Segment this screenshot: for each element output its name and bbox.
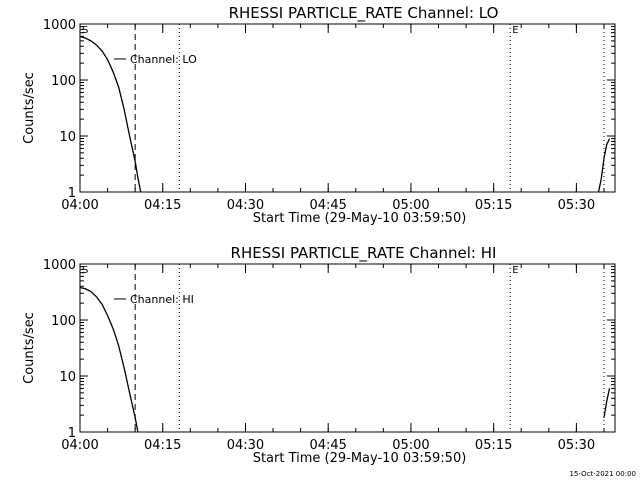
y-tick-label: 10 (59, 370, 76, 385)
y-tick-label: 1 (68, 186, 76, 201)
series-line (603, 388, 611, 418)
x-tick-label: 04:00 (61, 438, 98, 453)
series-line (79, 286, 139, 433)
x-tick-label: 04:00 (61, 198, 98, 213)
x-tick-label: 05:30 (558, 438, 595, 453)
chart-title: RHESSI PARTICLE_RATE Channel: HI (231, 244, 497, 263)
chart-panel-1: RHESSI PARTICLE_RATE Channel: LO 1 10 100 10… (22, 4, 616, 226)
legend-label: Channel: LO (130, 53, 197, 66)
y-tick-label: 100 (51, 314, 76, 329)
x-tick-label: 04:45 (309, 198, 346, 213)
x-tick-label: 04:15 (144, 198, 181, 213)
x-tick-label: 04:30 (227, 198, 264, 213)
x-tick-label: 04:15 (144, 438, 181, 453)
marker-label: S (82, 265, 88, 276)
y-axis-label: Counts/sec (22, 72, 37, 144)
chart-title: RHESSI PARTICLE_RATE Channel: LO (229, 4, 499, 23)
series-line (79, 35, 142, 193)
x-axis-label: Start Time (29-May-10 03:59:50) (253, 451, 467, 466)
chart-panel-2: RHESSI PARTICLE_RATE Channel: HI 1 10 100 10… (22, 244, 616, 466)
x-tick-label: 04:45 (309, 438, 346, 453)
x-tick-label: 05:15 (475, 198, 512, 213)
plot-frame (79, 23, 616, 193)
x-tick-label: 04:30 (227, 438, 264, 453)
marker-label: E (512, 25, 518, 36)
x-tick-label: 05:00 (392, 198, 429, 213)
x-axis-label: Start Time (29-May-10 03:59:50) (253, 211, 467, 226)
x-tick-label: 05:15 (475, 438, 512, 453)
y-tick-label: 100 (51, 74, 76, 89)
y-axis-label: Counts/sec (22, 312, 37, 384)
plot-frame (79, 263, 616, 433)
series-line (597, 138, 611, 193)
y-tick-label: 1000 (43, 258, 76, 273)
legend-label: Channel: HI (130, 293, 194, 306)
y-tick-label: 1 (68, 426, 76, 441)
footer-timestamp: 15-Oct-2021 00:00 (569, 470, 636, 478)
marker-label: S (82, 25, 88, 36)
y-tick-label: 10 (59, 130, 76, 145)
x-tick-label: 05:30 (558, 198, 595, 213)
y-tick-label: 1000 (43, 18, 76, 33)
x-tick-label: 05:00 (392, 438, 429, 453)
marker-label: E (512, 265, 518, 276)
